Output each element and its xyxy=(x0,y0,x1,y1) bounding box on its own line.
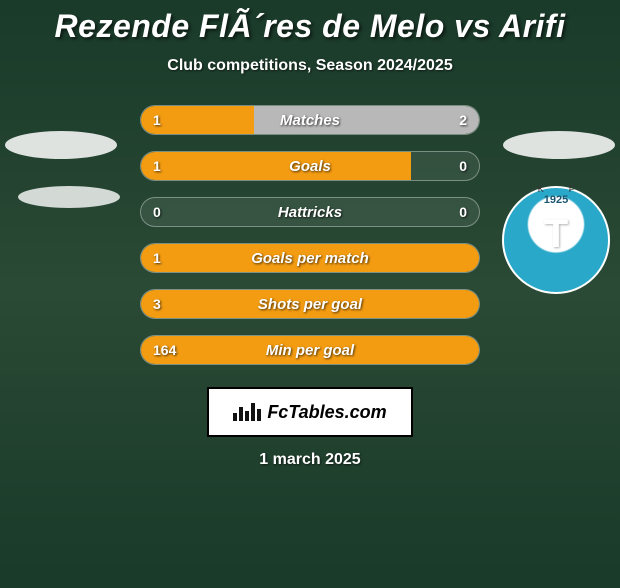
club-badge-year: 1925 xyxy=(544,194,568,206)
stat-label: Shots per goal xyxy=(141,290,479,318)
stats-container: 12Matches 10Goals 00Hattricks 1Goals per ma… xyxy=(140,105,480,365)
stat-row: 00Hattricks xyxy=(140,197,480,227)
page-title: Rezende FlÃ´res de Melo vs Arifi xyxy=(0,8,620,45)
player-left-avatar-placeholder xyxy=(5,131,117,159)
fctables-brand-box[interactable]: FcTables.com xyxy=(207,387,413,437)
stat-label: Hattricks xyxy=(141,198,479,226)
stat-label: Goals per match xyxy=(141,244,479,272)
club-badge-teuta: K F 1925 T xyxy=(502,186,610,294)
brand-text: FcTables.com xyxy=(267,402,386,423)
player-left-club-placeholder xyxy=(18,186,120,208)
player-right-avatar-placeholder xyxy=(503,131,615,159)
stat-row: 10Goals xyxy=(140,151,480,181)
stat-row: 164Min per goal xyxy=(140,335,480,365)
stat-row: 12Matches xyxy=(140,105,480,135)
club-badge-letters: K F xyxy=(538,184,575,194)
stat-row: 3Shots per goal xyxy=(140,289,480,319)
stat-label: Min per goal xyxy=(141,336,479,364)
season-subtitle: Club competitions, Season 2024/2025 xyxy=(0,57,620,75)
bar-chart-icon xyxy=(233,403,261,421)
club-badge-letter: T xyxy=(544,212,568,257)
date-label: 1 march 2025 xyxy=(0,451,620,469)
stat-row: 1Goals per match xyxy=(140,243,480,273)
stat-label: Matches xyxy=(141,106,479,134)
stat-label: Goals xyxy=(141,152,479,180)
